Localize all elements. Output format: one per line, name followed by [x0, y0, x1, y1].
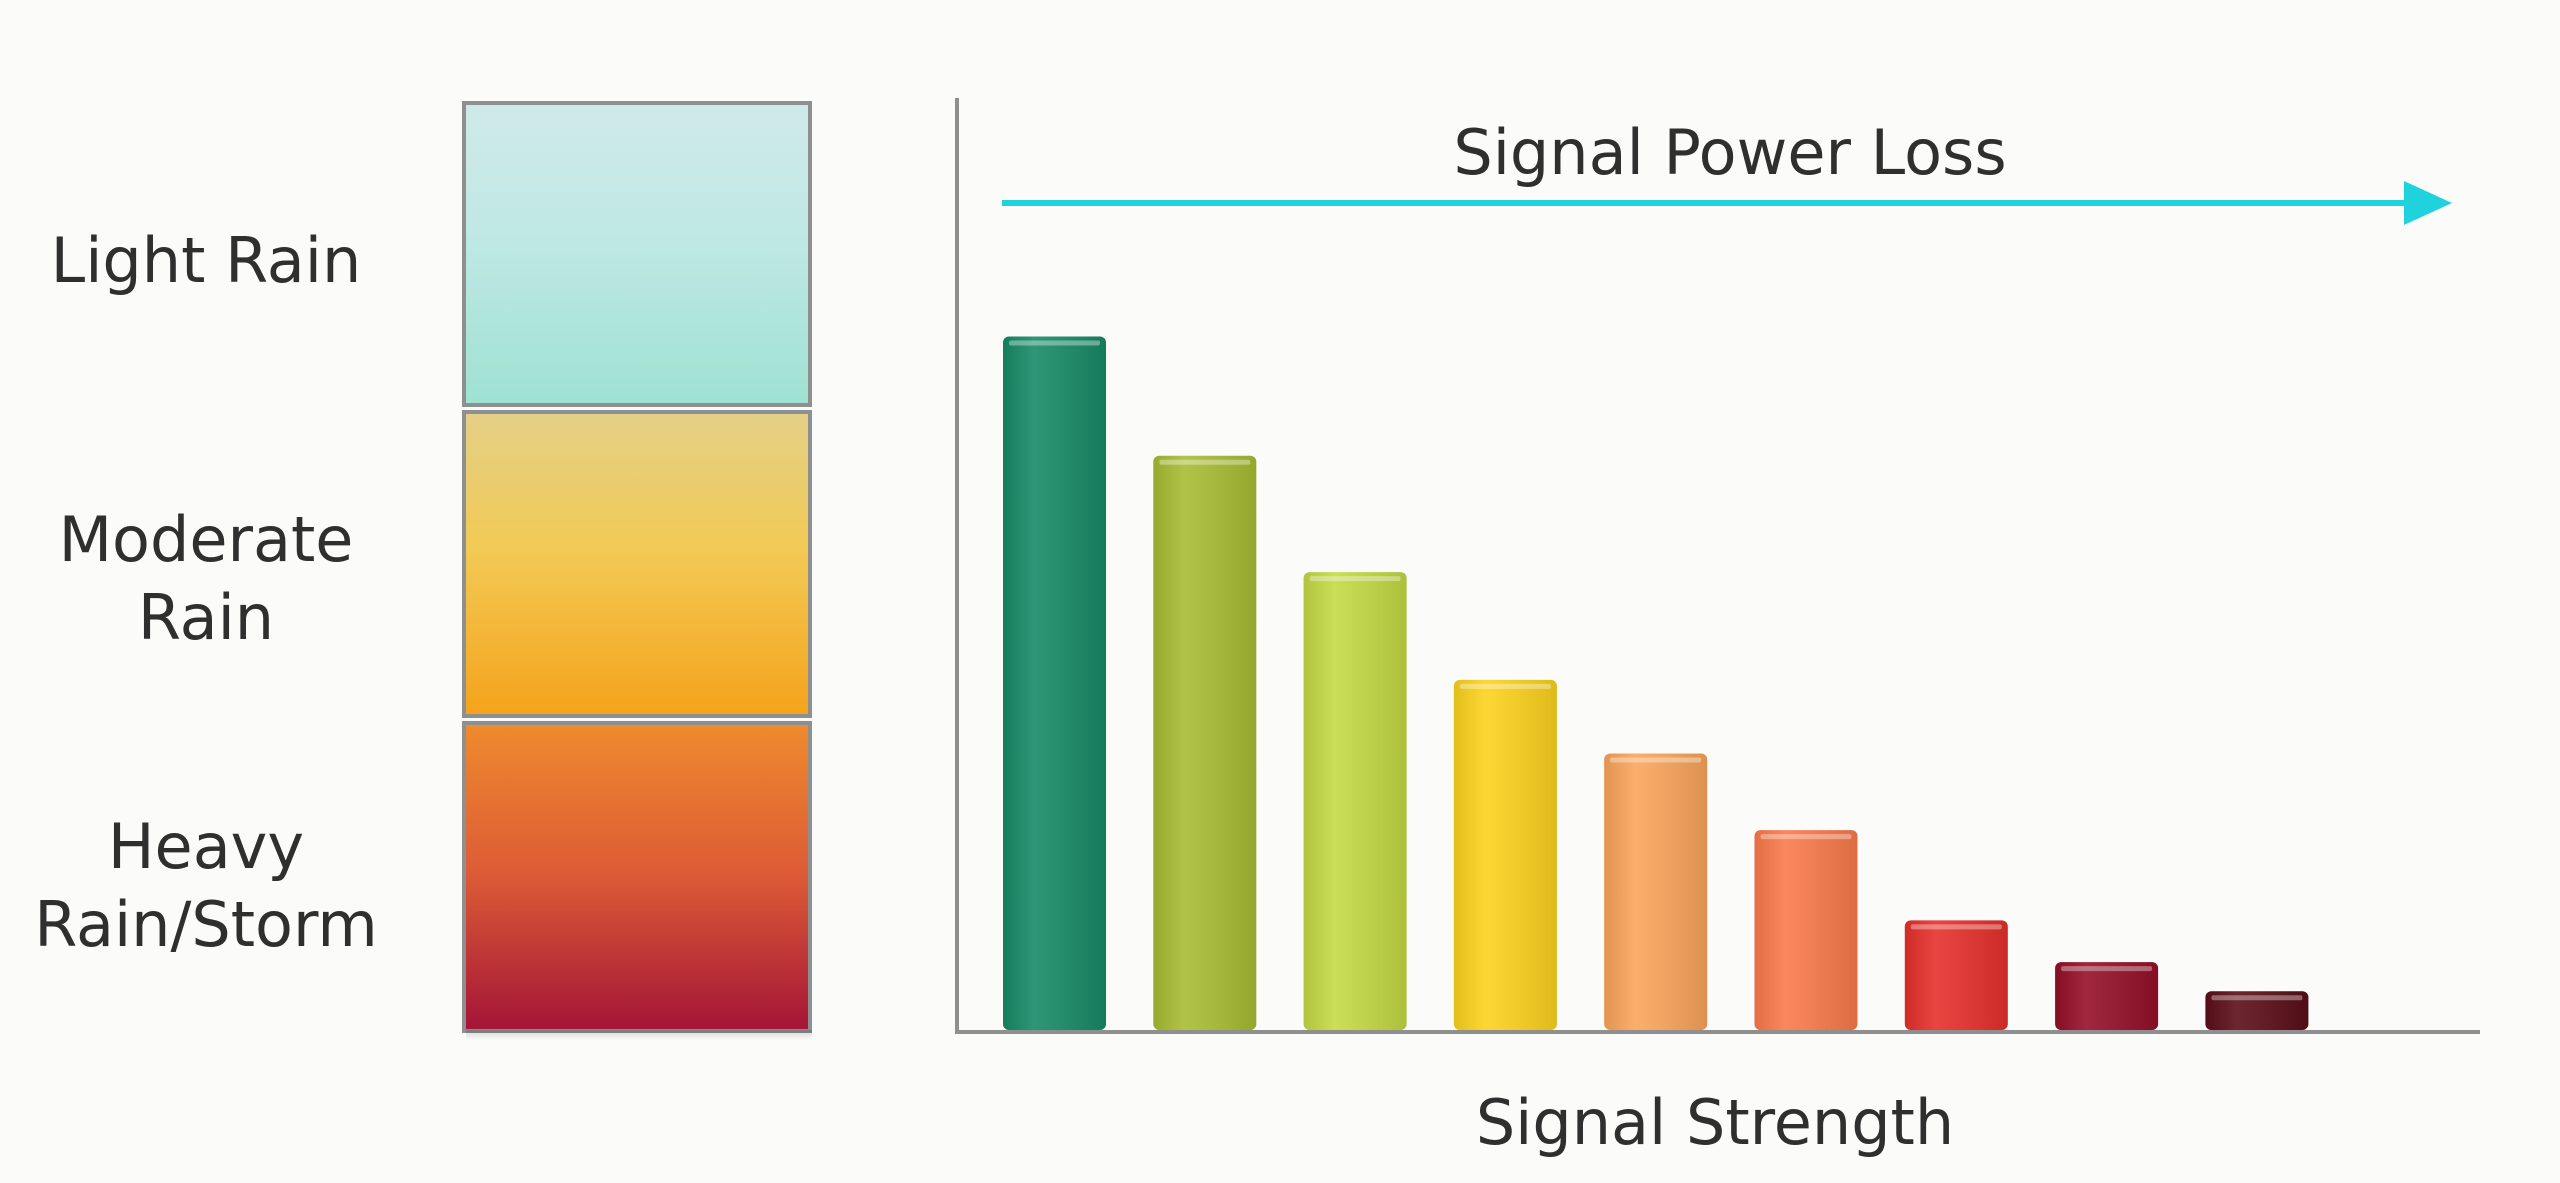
chart-title: Signal Power Loss: [1453, 116, 2007, 189]
rain-level-label-light: Light Rain: [50, 224, 362, 297]
bar-5-highlight: [1610, 757, 1702, 763]
rain-scale-segment-moderate: [462, 410, 812, 718]
bar-1-shading: [1003, 336, 1106, 1030]
bar-7-highlight: [1910, 924, 2002, 930]
bar-4-shading: [1453, 679, 1557, 1030]
rain-level-label-moderate: Moderate Rain: [58, 503, 354, 654]
bar-2-shading: [1153, 455, 1257, 1030]
x-axis-label: Signal Strength: [1475, 1086, 1955, 1159]
signal-loss-arrow-head: [2404, 181, 2452, 225]
bar-5-shading: [1604, 753, 1708, 1030]
rain-scale-segment-heavy: [462, 721, 812, 1033]
rain-scale-segment-light: [462, 101, 812, 407]
bar-6-highlight: [1760, 834, 1852, 840]
bar-2-highlight: [1159, 459, 1251, 465]
bars: [1003, 336, 2309, 1030]
bar-9-shading: [2205, 991, 2309, 1030]
rain-level-label-heavy: Heavy Rain/Storm: [34, 810, 378, 961]
bar-8-highlight: [2061, 966, 2153, 972]
bar-8-shading: [2055, 962, 2159, 1030]
bar-3-shading: [1303, 572, 1407, 1030]
bar-6-shading: [1754, 830, 1858, 1030]
bar-3-highlight: [1309, 576, 1401, 582]
bar-1-highlight: [1009, 340, 1100, 346]
bar-7-shading: [1904, 920, 2008, 1030]
bar-4-highlight: [1459, 683, 1551, 689]
bar-9-highlight: [2211, 995, 2303, 1001]
rain-scale-shadow: [466, 1030, 812, 1040]
